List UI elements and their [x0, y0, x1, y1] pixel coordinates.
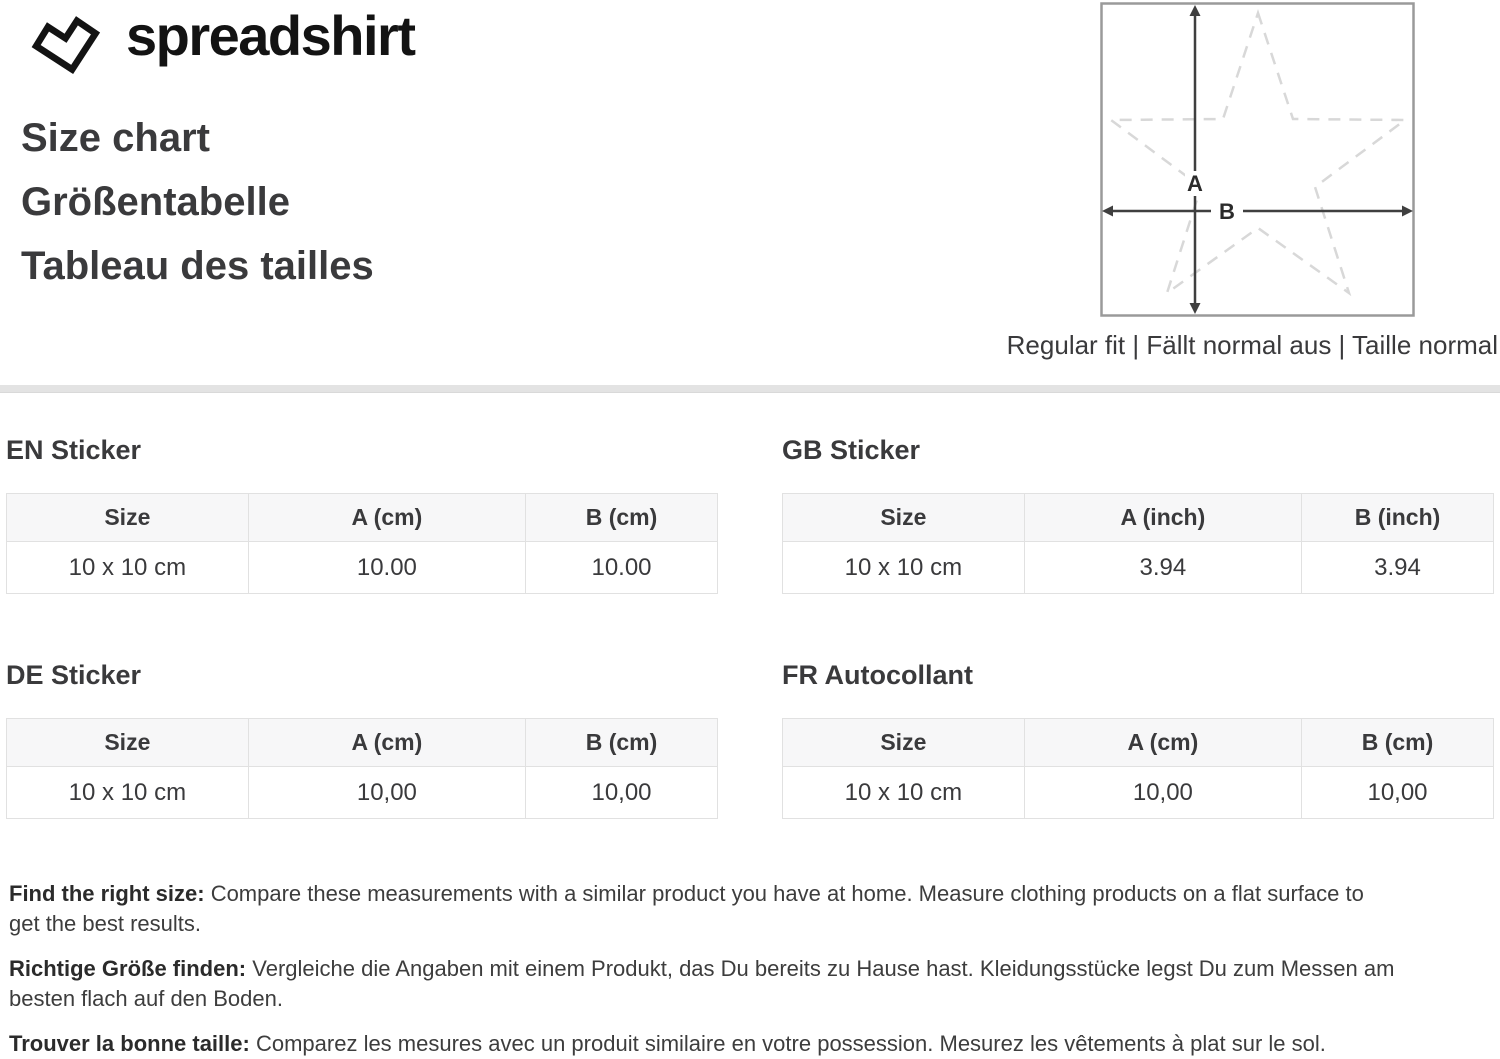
column-header-b: B (cm)	[1301, 718, 1494, 767]
fit-caption: Regular fit | Fällt normal aus | Taille …	[1006, 330, 1498, 360]
column-header-a: A (inch)	[1023, 493, 1303, 542]
b-value: 10,00	[1301, 766, 1494, 819]
column-header-a: A (cm)	[247, 493, 527, 542]
diagram-label-a: A	[1187, 171, 1203, 196]
instruction-en: Find the right size: Compare these measu…	[9, 879, 1491, 939]
sticker-outline-box	[1100, 2, 1415, 317]
table-row: 10 x 10 cm 10.00 10.00	[6, 541, 718, 594]
instruction-fr: Trouver la bonne taille: Comparez les me…	[9, 1029, 1491, 1059]
width-arrow-b-icon	[1102, 205, 1413, 217]
page-title-fr: Tableau des tailles	[21, 244, 374, 288]
label-b-chip	[1211, 198, 1243, 224]
page-titles: Size chart Größentabelle Tableau des tai…	[21, 106, 1500, 298]
b-value: 10,00	[525, 766, 718, 819]
size-section-de: DE Sticker Size A (cm) B (cm) 10 x 10 cm…	[6, 594, 718, 819]
table-row: 10 x 10 cm 10,00 10,00	[782, 766, 1494, 819]
size-table-de: Size A (cm) B (cm) 10 x 10 cm 10,00 10,0…	[6, 718, 718, 819]
page-header: spreadshirt Size chart Größentabelle Tab…	[0, 0, 1500, 385]
brand-logo: spreadshirt	[0, 0, 1500, 76]
instruction-lead-de: Richtige Größe finden:	[9, 956, 247, 981]
size-section-gb: GB Sticker Size A (inch) B (inch) 10 x 1…	[782, 393, 1494, 594]
b-value: 3.94	[1301, 541, 1494, 594]
size-value: 10 x 10 cm	[6, 766, 249, 819]
size-section-fr: FR Autocollant Size A (cm) B (cm) 10 x 1…	[782, 594, 1494, 819]
diagram-label-b: B	[1219, 199, 1235, 224]
sticker-measure-diagram: A B	[1100, 2, 1415, 317]
column-header-b: B (inch)	[1301, 493, 1494, 542]
header-row: Size A (cm) B (cm)	[6, 718, 718, 767]
measure-instructions: Find the right size: Compare these measu…	[9, 879, 1491, 1059]
header-row: Size A (cm) B (cm)	[6, 493, 718, 542]
column-header-b: B (cm)	[525, 718, 718, 767]
section-heading-en: EN Sticker	[6, 435, 142, 465]
column-header-size: Size	[6, 493, 249, 542]
instruction-lead-fr: Trouver la bonne taille:	[9, 1031, 250, 1056]
instruction-lead-en: Find the right size:	[9, 881, 205, 906]
size-table-en: Size A (cm) B (cm) 10 x 10 cm 10.00 10.0…	[6, 493, 718, 594]
size-tables-area: EN Sticker Size A (cm) B (cm) 10 x 10 cm…	[0, 393, 1500, 1059]
a-value: 10,00	[247, 766, 527, 819]
size-table-fr: Size A (cm) B (cm) 10 x 10 cm 10,00 10,0…	[782, 718, 1494, 819]
column-header-b: B (cm)	[525, 493, 718, 542]
instruction-text-de: Vergleiche die Angaben mit einem Produkt…	[9, 956, 1395, 1011]
heart-logo-icon	[31, 16, 101, 75]
section-heading-gb: GB Sticker	[782, 435, 921, 465]
b-value: 10.00	[525, 541, 718, 594]
size-value: 10 x 10 cm	[782, 541, 1025, 594]
page-title-en: Size chart	[21, 116, 210, 160]
instruction-text-en: Compare these measurements with a simila…	[9, 881, 1364, 936]
page-title-de: Größentabelle	[21, 180, 290, 224]
column-header-size: Size	[782, 493, 1025, 542]
section-divider	[0, 385, 1500, 393]
instruction-text-fr: Comparez les mesures avec un produit sim…	[255, 1031, 1326, 1056]
size-value: 10 x 10 cm	[6, 541, 249, 594]
table-row: 10 x 10 cm 3.94 3.94	[782, 541, 1494, 594]
header-row: Size A (cm) B (cm)	[782, 718, 1494, 767]
brand-wordmark: spreadshirt	[126, 4, 416, 67]
size-value: 10 x 10 cm	[782, 766, 1025, 819]
a-value: 10,00	[1023, 766, 1303, 819]
column-header-size: Size	[782, 718, 1025, 767]
star-shape	[1107, 9, 1409, 297]
size-table-gb: Size A (inch) B (inch) 10 x 10 cm 3.94 3…	[782, 493, 1494, 594]
section-heading-de: DE Sticker	[6, 660, 142, 690]
column-header-a: A (cm)	[247, 718, 527, 767]
table-row: 10 x 10 cm 10,00 10,00	[6, 766, 718, 819]
instruction-de: Richtige Größe finden: Vergleiche die An…	[9, 954, 1491, 1014]
a-value: 3.94	[1023, 541, 1303, 594]
column-header-size: Size	[6, 718, 249, 767]
section-heading-fr: FR Autocollant	[782, 660, 973, 690]
label-a-chip	[1185, 171, 1205, 196]
column-header-a: A (cm)	[1023, 718, 1303, 767]
a-value: 10.00	[247, 541, 527, 594]
size-section-en: EN Sticker Size A (cm) B (cm) 10 x 10 cm…	[6, 393, 718, 594]
header-row: Size A (inch) B (inch)	[782, 493, 1494, 542]
height-arrow-a-icon	[1189, 5, 1201, 314]
